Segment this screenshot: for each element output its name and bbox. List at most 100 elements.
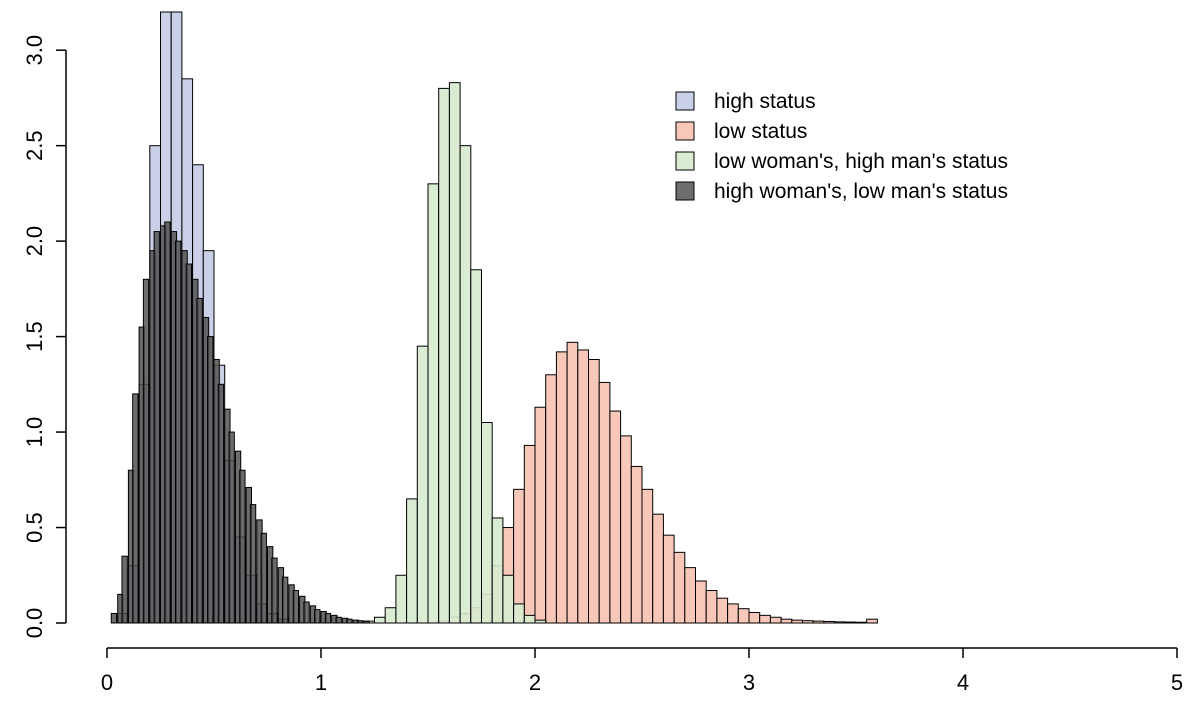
bar xyxy=(598,381,611,624)
bar xyxy=(588,359,600,624)
series-1 xyxy=(438,341,878,624)
x-tick-label: 3 xyxy=(743,670,755,695)
bar xyxy=(727,603,739,624)
legend: high status low status low woman's, high m… xyxy=(675,90,1008,203)
bar xyxy=(705,590,718,624)
bar xyxy=(459,145,472,624)
bar xyxy=(545,374,557,624)
bar xyxy=(534,406,547,624)
bar xyxy=(748,612,761,624)
bar xyxy=(812,620,825,624)
bar xyxy=(791,619,803,624)
legend-swatch xyxy=(675,121,695,141)
bar xyxy=(481,422,493,624)
y-tick-label: 0.0 xyxy=(22,608,47,639)
bar xyxy=(249,504,257,624)
bar xyxy=(438,87,450,624)
bar xyxy=(196,297,203,624)
bar xyxy=(513,603,525,624)
bar xyxy=(384,607,397,624)
bar xyxy=(448,82,461,624)
bar xyxy=(335,616,342,624)
y-tick-label: 0.5 xyxy=(22,512,47,543)
bar xyxy=(513,488,525,624)
x-tick-label: 0 xyxy=(101,670,113,695)
bar xyxy=(759,614,771,624)
bar xyxy=(523,444,536,624)
bar xyxy=(620,435,632,624)
bar xyxy=(630,465,643,624)
series-2 xyxy=(363,82,547,624)
bar xyxy=(406,498,418,624)
bar xyxy=(716,597,729,624)
bar xyxy=(684,567,696,624)
bar xyxy=(260,532,267,624)
bar xyxy=(314,609,321,624)
bar xyxy=(395,574,408,624)
bar xyxy=(802,620,814,624)
y-tick-label: 2.0 xyxy=(22,226,47,257)
bar xyxy=(271,557,278,624)
bar xyxy=(363,620,370,624)
x-tick-label: 5 xyxy=(1171,670,1183,695)
bar xyxy=(121,555,128,624)
y-tick-label: 2.5 xyxy=(22,130,47,161)
bar xyxy=(164,221,171,624)
y-tick-label: 1.0 xyxy=(22,417,47,448)
bar xyxy=(303,601,310,624)
legend-item: low status xyxy=(675,120,807,143)
legend-label: high status xyxy=(714,90,816,113)
bar xyxy=(416,345,429,624)
bar xyxy=(228,431,235,624)
bar xyxy=(153,231,160,624)
legend-item: high woman's, low man's status xyxy=(675,180,1008,203)
bar xyxy=(502,574,515,624)
bar xyxy=(174,240,182,624)
bar xyxy=(652,513,664,624)
legend-item: high status xyxy=(675,90,816,113)
bar xyxy=(577,349,589,624)
histogram-bars xyxy=(110,11,878,624)
bar xyxy=(470,269,482,624)
bar xyxy=(292,590,300,624)
legend-swatch xyxy=(675,91,695,111)
bar xyxy=(281,576,289,624)
bar xyxy=(110,612,118,624)
x-axis: 0 1 2 3 4 5 xyxy=(101,647,1183,695)
bar xyxy=(132,393,139,624)
legend-label: low woman's, high man's status xyxy=(714,150,1008,173)
legend-swatch xyxy=(675,181,695,201)
bar xyxy=(142,278,150,624)
legend-swatch xyxy=(675,151,695,171)
bar xyxy=(609,410,622,624)
bar xyxy=(324,612,332,624)
bar xyxy=(346,618,353,624)
bar xyxy=(641,488,654,624)
bar xyxy=(491,517,504,624)
bar xyxy=(823,620,836,624)
bar xyxy=(427,183,440,624)
y-tick-label: 3.0 xyxy=(22,35,47,66)
bar xyxy=(185,263,193,624)
bar xyxy=(662,534,675,624)
bar xyxy=(780,618,793,624)
y-tick-label: 1.5 xyxy=(22,321,47,352)
bar xyxy=(566,341,579,624)
y-axis: 0.0 0.5 1.0 1.5 2.0 2.5 3.0 xyxy=(22,35,67,639)
bar xyxy=(207,336,214,624)
legend-label: low status xyxy=(714,120,807,143)
series-3 xyxy=(110,221,370,624)
bar xyxy=(737,608,750,624)
bar xyxy=(769,616,782,624)
bar xyxy=(866,618,878,624)
bar xyxy=(855,621,868,624)
bar xyxy=(834,621,846,624)
bar xyxy=(844,621,857,624)
x-tick-label: 2 xyxy=(529,670,541,695)
legend-item: low woman's, high man's status xyxy=(675,150,1008,173)
bar xyxy=(673,551,686,624)
legend-label: high woman's, low man's status xyxy=(714,180,1008,203)
x-tick-label: 1 xyxy=(315,670,327,695)
bar xyxy=(239,469,246,624)
